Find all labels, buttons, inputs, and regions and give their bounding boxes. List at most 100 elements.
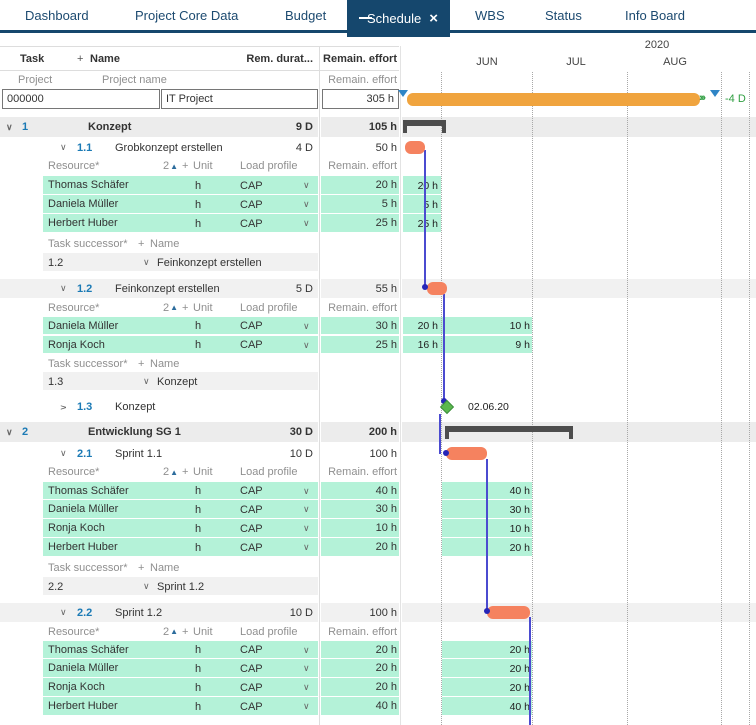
add-successor-icon[interactable]: +	[138, 561, 145, 574]
successor-row[interactable]: 1.2 ∨ Feinkonzept erstellen	[0, 253, 756, 272]
project-id-field[interactable]: 000000	[2, 89, 160, 109]
project-name-field[interactable]: IT Project	[161, 89, 318, 109]
task-number: 2	[22, 426, 29, 438]
add-resource-icon[interactable]: +	[182, 160, 189, 172]
gantt-month-effort: 20 h	[417, 179, 438, 192]
resource-effort: 10 h	[322, 519, 399, 537]
load-profile-value: CAP	[240, 644, 263, 656]
resource-unit: h	[195, 485, 202, 497]
dropdown-icon[interactable]: ∨	[303, 320, 310, 331]
resource-row: Thomas Schäfer h CAP ∨ 20 h 20 h	[0, 641, 756, 659]
summary-bar-entwicklung[interactable]	[445, 426, 573, 439]
gantt-effort-cell	[403, 214, 441, 232]
dropdown-icon[interactable]: ∨	[303, 523, 310, 533]
link-grob-fein	[424, 150, 426, 288]
sort-arrow-icon: ▲	[170, 627, 179, 636]
dropdown-icon[interactable]: ∨	[303, 485, 310, 496]
task-row-sprint12[interactable]: ∨ 2.2 Sprint 1.2 10 D 100 h	[0, 603, 756, 622]
dropdown-icon[interactable]: ∨	[303, 180, 310, 190]
link-fein-milestone	[443, 294, 445, 402]
dropdown-icon[interactable]: ∨	[143, 257, 150, 267]
task-bar-sprint11[interactable]	[446, 447, 487, 460]
dropdown-icon[interactable]: ∨	[303, 701, 310, 711]
tab-budget[interactable]: Budget	[285, 7, 327, 23]
successor-name-header: Name	[150, 357, 180, 370]
dropdown-icon[interactable]: ∨	[303, 504, 310, 514]
column-separator	[319, 46, 320, 725]
collapse-icon[interactable]: ∨	[60, 283, 67, 293]
task-bar-feinkonzept[interactable]	[427, 282, 447, 295]
col-rem-duration[interactable]: Rem. durat...	[246, 53, 313, 65]
resource-name: Herbert Huber	[43, 538, 322, 556]
link-sprint11-sprint12	[486, 459, 488, 609]
col-task[interactable]: Task	[20, 53, 45, 65]
tab-info-board[interactable]: Info Board	[625, 7, 685, 23]
unit-header: Unit	[193, 625, 213, 638]
tab-wbs[interactable]: WBS	[475, 7, 505, 23]
sort-indicator[interactable]: 2 ▲	[163, 160, 179, 172]
dropdown-icon[interactable]: ∨	[303, 218, 310, 228]
dropdown-icon[interactable]: ∨	[303, 644, 310, 655]
dropdown-icon[interactable]: ∨	[143, 581, 150, 591]
project-start-marker-icon[interactable]	[398, 90, 408, 97]
successor-band	[43, 577, 318, 595]
successor-number: 1.2	[48, 256, 64, 269]
task-row-entwicklung[interactable]: ∨ 2 Entwicklung SG 1 30 D 200 h	[0, 422, 756, 442]
dropdown-icon[interactable]: ∨	[303, 199, 310, 209]
task-row-konzept[interactable]: ∨ 1 Konzept 9 D 105 h	[0, 117, 756, 137]
project-end-marker-icon[interactable]	[710, 90, 720, 97]
add-resource-icon[interactable]: +	[182, 301, 189, 314]
project-gantt-bar[interactable]	[407, 93, 700, 106]
task-bar-grobkonzept[interactable]	[405, 141, 425, 154]
sort-indicator[interactable]: 2 ▲	[163, 301, 179, 314]
sort-indicator[interactable]: 2 ▲	[163, 466, 179, 478]
dropdown-icon[interactable]: ∨	[303, 542, 310, 552]
task-duration: 5 D	[295, 282, 313, 295]
resource-name: Thomas Schäfer	[43, 482, 322, 499]
resource-name: Ronja Koch	[43, 678, 322, 696]
add-resource-icon[interactable]: +	[182, 466, 189, 478]
task-row-sprint11[interactable]: ∨ 2.1 Sprint 1.1 10 D 100 h	[0, 445, 756, 462]
task-bar-sprint12[interactable]	[487, 606, 530, 619]
link-milestone-sprint11	[439, 414, 441, 454]
dropdown-icon[interactable]: ∨	[143, 376, 150, 386]
collapse-icon[interactable]: ∨	[6, 121, 13, 132]
dropdown-icon[interactable]: ∨	[303, 339, 310, 350]
successor-row[interactable]: 1.3 ∨ Konzept	[0, 372, 756, 391]
gantt-month-effort: 30 h	[509, 503, 530, 516]
close-icon[interactable]: ×	[429, 10, 438, 27]
load-profile-value: CAP	[240, 681, 263, 694]
add-column-icon[interactable]: +	[77, 53, 84, 65]
resource-unit: h	[195, 217, 202, 230]
add-successor-icon[interactable]: +	[138, 357, 145, 370]
successor-band	[43, 253, 318, 271]
resource-row: Ronja Koch h CAP ∨ 10 h 10 h	[0, 519, 756, 538]
project-effort-header-label: Remain. effort	[328, 74, 397, 86]
resource-unit: h	[195, 644, 202, 656]
add-resource-icon[interactable]: +	[182, 625, 189, 638]
successor-name-header: Name	[150, 561, 180, 574]
task-row-grobkonzept[interactable]: ∨ 1.1 Grobkonzept erstellen 4 D 50 h	[0, 139, 756, 156]
dropdown-icon[interactable]: ∨	[303, 682, 310, 692]
unit-header: Unit	[193, 160, 213, 172]
project-effort-field[interactable]: 305 h	[322, 89, 399, 109]
col-remain-effort[interactable]: Remain. effort	[323, 53, 397, 65]
sort-indicator[interactable]: 2 ▲	[163, 625, 179, 638]
collapse-icon[interactable]: ∨	[6, 426, 13, 437]
collapse-icon[interactable]: ∨	[60, 448, 67, 458]
expand-icon[interactable]: ∨	[57, 403, 68, 411]
resource-name: Daniela Müller	[43, 317, 322, 334]
tab-dashboard[interactable]: Dashboard	[25, 7, 89, 23]
tab-status[interactable]: Status	[545, 7, 582, 23]
add-successor-icon[interactable]: +	[138, 237, 145, 250]
dropdown-icon[interactable]: ∨	[303, 663, 310, 673]
task-row-milestone[interactable]: ∨ 1.3 Konzept	[0, 398, 756, 416]
tab-project-core-data[interactable]: Project Core Data	[135, 7, 239, 23]
task-row-feinkonzept[interactable]: ∨ 1.2 Feinkonzept erstellen 5 D 55 h	[0, 279, 756, 298]
successor-row[interactable]: 2.2 ∨ Sprint 1.2	[0, 577, 756, 596]
tab-schedule-active[interactable]: Schedule ×	[347, 0, 450, 37]
col-name[interactable]: Name	[90, 53, 120, 65]
collapse-icon[interactable]: ∨	[60, 142, 67, 152]
collapse-icon[interactable]: ∨	[60, 607, 67, 617]
summary-bar-konzept[interactable]	[403, 120, 446, 133]
